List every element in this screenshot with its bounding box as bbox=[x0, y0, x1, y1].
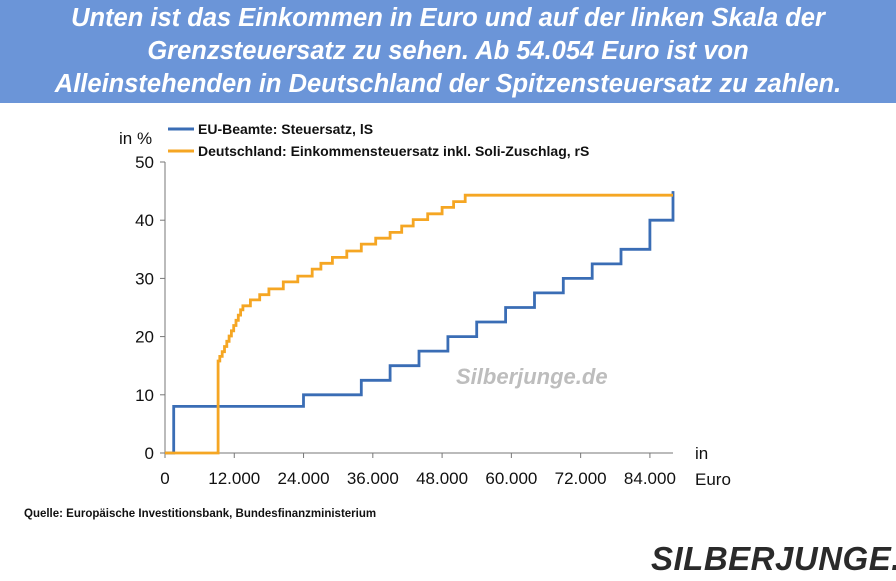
x-axis-unit-line-1: in bbox=[695, 444, 708, 463]
y-tick-label: 0 bbox=[145, 444, 154, 463]
header-line-2: Grenzsteuersatz zu sehen. Ab 54.054 Euro… bbox=[147, 37, 749, 65]
y-tick-label: 10 bbox=[135, 386, 154, 405]
x-tick-label: 60.000 bbox=[485, 469, 537, 488]
logo: SILBERJUNGE. bbox=[651, 540, 896, 577]
legend-label-1: EU-Beamte: Steuersatz, lS bbox=[198, 121, 373, 137]
series-line-1 bbox=[165, 191, 675, 455]
chart-legend: EU-Beamte: Steuersatz, lS Deutschland: Ei… bbox=[168, 121, 589, 159]
series-line-2 bbox=[165, 193, 673, 455]
x-tick-label: 0 bbox=[160, 469, 169, 488]
x-tick-label: 48.000 bbox=[416, 469, 468, 488]
header-line-1: Unten ist das Einkommen in Euro und auf … bbox=[71, 4, 825, 32]
x-tick-label: 36.000 bbox=[347, 469, 399, 488]
watermark: Silberjunge.de bbox=[456, 364, 608, 389]
source-note: Quelle: Europäische Investitionsbank, Bu… bbox=[24, 508, 377, 520]
y-tick-label: 40 bbox=[135, 211, 154, 230]
legend-label-2: Deutschland: Einkommensteuersatz inkl. S… bbox=[198, 143, 589, 159]
y-tick-label: 20 bbox=[135, 328, 154, 347]
y-tick-label: 30 bbox=[135, 269, 154, 288]
x-axis-unit-line-2: Euro bbox=[695, 470, 731, 489]
x-tick-label: 24.000 bbox=[278, 469, 330, 488]
y-tick-label: 50 bbox=[135, 153, 154, 172]
x-tick-label: 84.000 bbox=[624, 469, 676, 488]
chart-axes: 0 10 20 30 40 50 0 12.000 24.000 36.000 48.000 60.0… bbox=[119, 129, 731, 489]
header-line-3: Alleinstehenden in Deutschland der Spitz… bbox=[54, 70, 842, 98]
chart-series bbox=[165, 191, 675, 455]
header-banner: Unten ist das Einkommen in Euro und auf … bbox=[0, 0, 896, 103]
x-tick-label: 72.000 bbox=[555, 469, 607, 488]
x-tick-label: 12.000 bbox=[208, 469, 260, 488]
y-axis-unit: in % bbox=[119, 129, 152, 148]
